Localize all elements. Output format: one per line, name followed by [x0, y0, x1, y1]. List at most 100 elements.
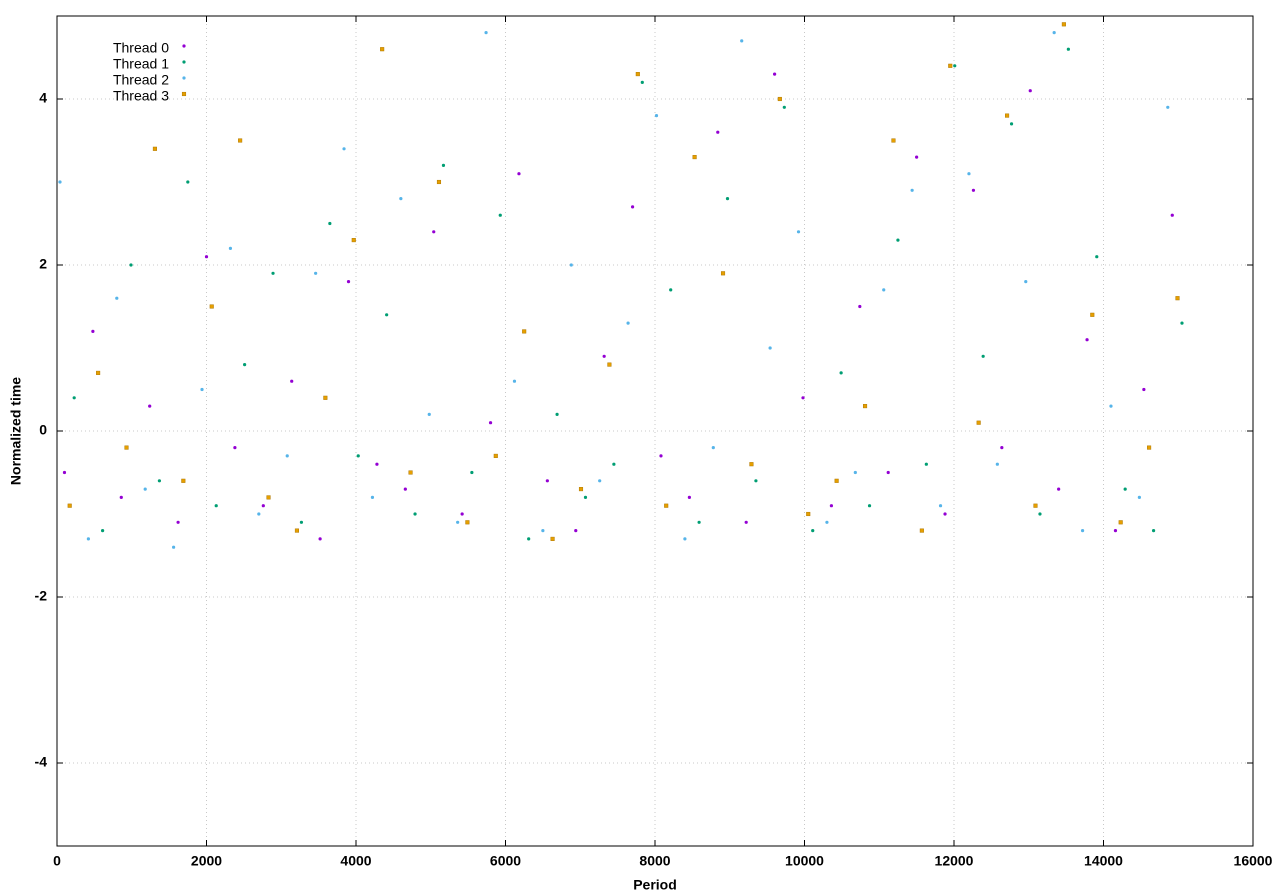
- scatter-point: [152, 146, 157, 151]
- scatter-point: [119, 495, 123, 499]
- scatter-point: [1066, 47, 1070, 51]
- scatter-point: [67, 503, 72, 508]
- x-tick-label: 16000: [1234, 853, 1273, 869]
- y-tick-label: 0: [39, 422, 47, 438]
- scatter-point: [375, 462, 379, 466]
- x-tick-label: 10000: [785, 853, 824, 869]
- scatter-point: [626, 321, 630, 325]
- scatter-point: [669, 288, 673, 292]
- scatter-point: [342, 147, 346, 151]
- scatter-point: [257, 512, 261, 516]
- scatter-point: [659, 454, 663, 458]
- scatter-point: [664, 503, 669, 508]
- scatter-point: [796, 230, 801, 234]
- scatter-point: [522, 329, 527, 334]
- scatter-point: [630, 205, 635, 209]
- scatter-point: [460, 512, 464, 516]
- scatter-point: [995, 462, 999, 466]
- scatter-point: [488, 421, 493, 425]
- x-tick-label: 6000: [490, 853, 521, 869]
- scatter-point: [910, 188, 914, 192]
- scatter-point: [853, 470, 857, 475]
- scatter-point: [1080, 529, 1085, 533]
- scatter-point: [299, 520, 304, 524]
- scatter-point: [214, 504, 218, 508]
- scatter-point: [1090, 312, 1095, 317]
- scatter-point: [654, 114, 659, 118]
- scatter-point: [408, 470, 413, 475]
- scatter-point: [484, 30, 488, 35]
- scatter-point: [512, 379, 517, 383]
- scatter-point: [825, 520, 829, 524]
- scatter-point: [351, 238, 356, 243]
- scatter-point: [1095, 255, 1099, 259]
- scatter-point: [323, 395, 328, 400]
- scatter-point: [858, 304, 862, 309]
- scatter-point: [720, 271, 726, 276]
- legend-marker: [182, 76, 186, 80]
- x-tick-label: 4000: [340, 853, 371, 869]
- scatter-point: [1000, 446, 1004, 450]
- legend-label: Thread 0: [113, 40, 169, 56]
- scatter-point: [1151, 529, 1156, 533]
- legend-marker: [181, 91, 187, 97]
- scatter-point: [716, 130, 720, 134]
- scatter-point: [86, 537, 90, 541]
- scatter-point: [948, 63, 953, 68]
- scatter-point: [886, 470, 890, 475]
- x-tick-label: 12000: [935, 853, 974, 869]
- x-tick-label: 14000: [1084, 853, 1123, 869]
- scatter-point: [143, 487, 147, 491]
- scatter-point: [1147, 445, 1152, 450]
- scatter-point: [456, 520, 460, 524]
- scatter-point: [148, 404, 152, 408]
- scatter-point: [436, 179, 442, 185]
- y-tick-label: 4: [39, 90, 47, 106]
- scatter-point: [285, 454, 289, 458]
- scatter-point: [58, 180, 62, 184]
- scatter-point: [801, 396, 805, 400]
- scatter-point: [1057, 487, 1061, 491]
- scatter-point: [569, 263, 573, 267]
- scatter-point: [1033, 503, 1038, 508]
- scatter-point: [919, 528, 924, 533]
- scatter-point: [399, 197, 403, 201]
- scatter-point: [782, 105, 786, 109]
- scatter-point: [550, 536, 555, 541]
- scatter-point: [294, 528, 299, 533]
- scatter-point: [96, 370, 101, 375]
- scatter-point: [441, 163, 446, 167]
- scatter-point: [834, 478, 839, 483]
- scatter-point: [740, 39, 744, 43]
- scatter-point: [1109, 404, 1113, 408]
- scatter-point: [891, 138, 896, 143]
- y-axis-label: Normalized time: [8, 377, 24, 485]
- scatter-point: [1061, 22, 1066, 27]
- scatter-point: [314, 271, 318, 275]
- scatter-point: [413, 512, 417, 516]
- scatter-point: [356, 454, 360, 458]
- scatter-point: [261, 504, 265, 508]
- scatter-point: [777, 96, 782, 102]
- scatter-point: [186, 180, 190, 184]
- scatter-point: [541, 529, 545, 533]
- scatter-point: [1123, 487, 1127, 491]
- plot-frame: [56, 15, 1254, 847]
- scatter-point: [200, 387, 204, 392]
- scatter-point: [971, 188, 976, 192]
- scatter-point: [602, 354, 606, 358]
- scatter-point: [545, 479, 549, 483]
- scatter-point: [915, 155, 919, 159]
- scatter-point: [953, 64, 957, 68]
- y-tick-label: -2: [35, 588, 48, 604]
- scatter-point: [493, 453, 498, 458]
- scatter-point: [640, 80, 644, 84]
- scatter-point: [943, 512, 947, 516]
- scatter-point: [744, 520, 748, 524]
- x-tick-label: 0: [53, 853, 61, 869]
- scatter-point: [981, 354, 985, 358]
- scatter-point: [1170, 213, 1174, 217]
- scatter-point: [867, 504, 872, 508]
- scatter-point: [1137, 495, 1141, 499]
